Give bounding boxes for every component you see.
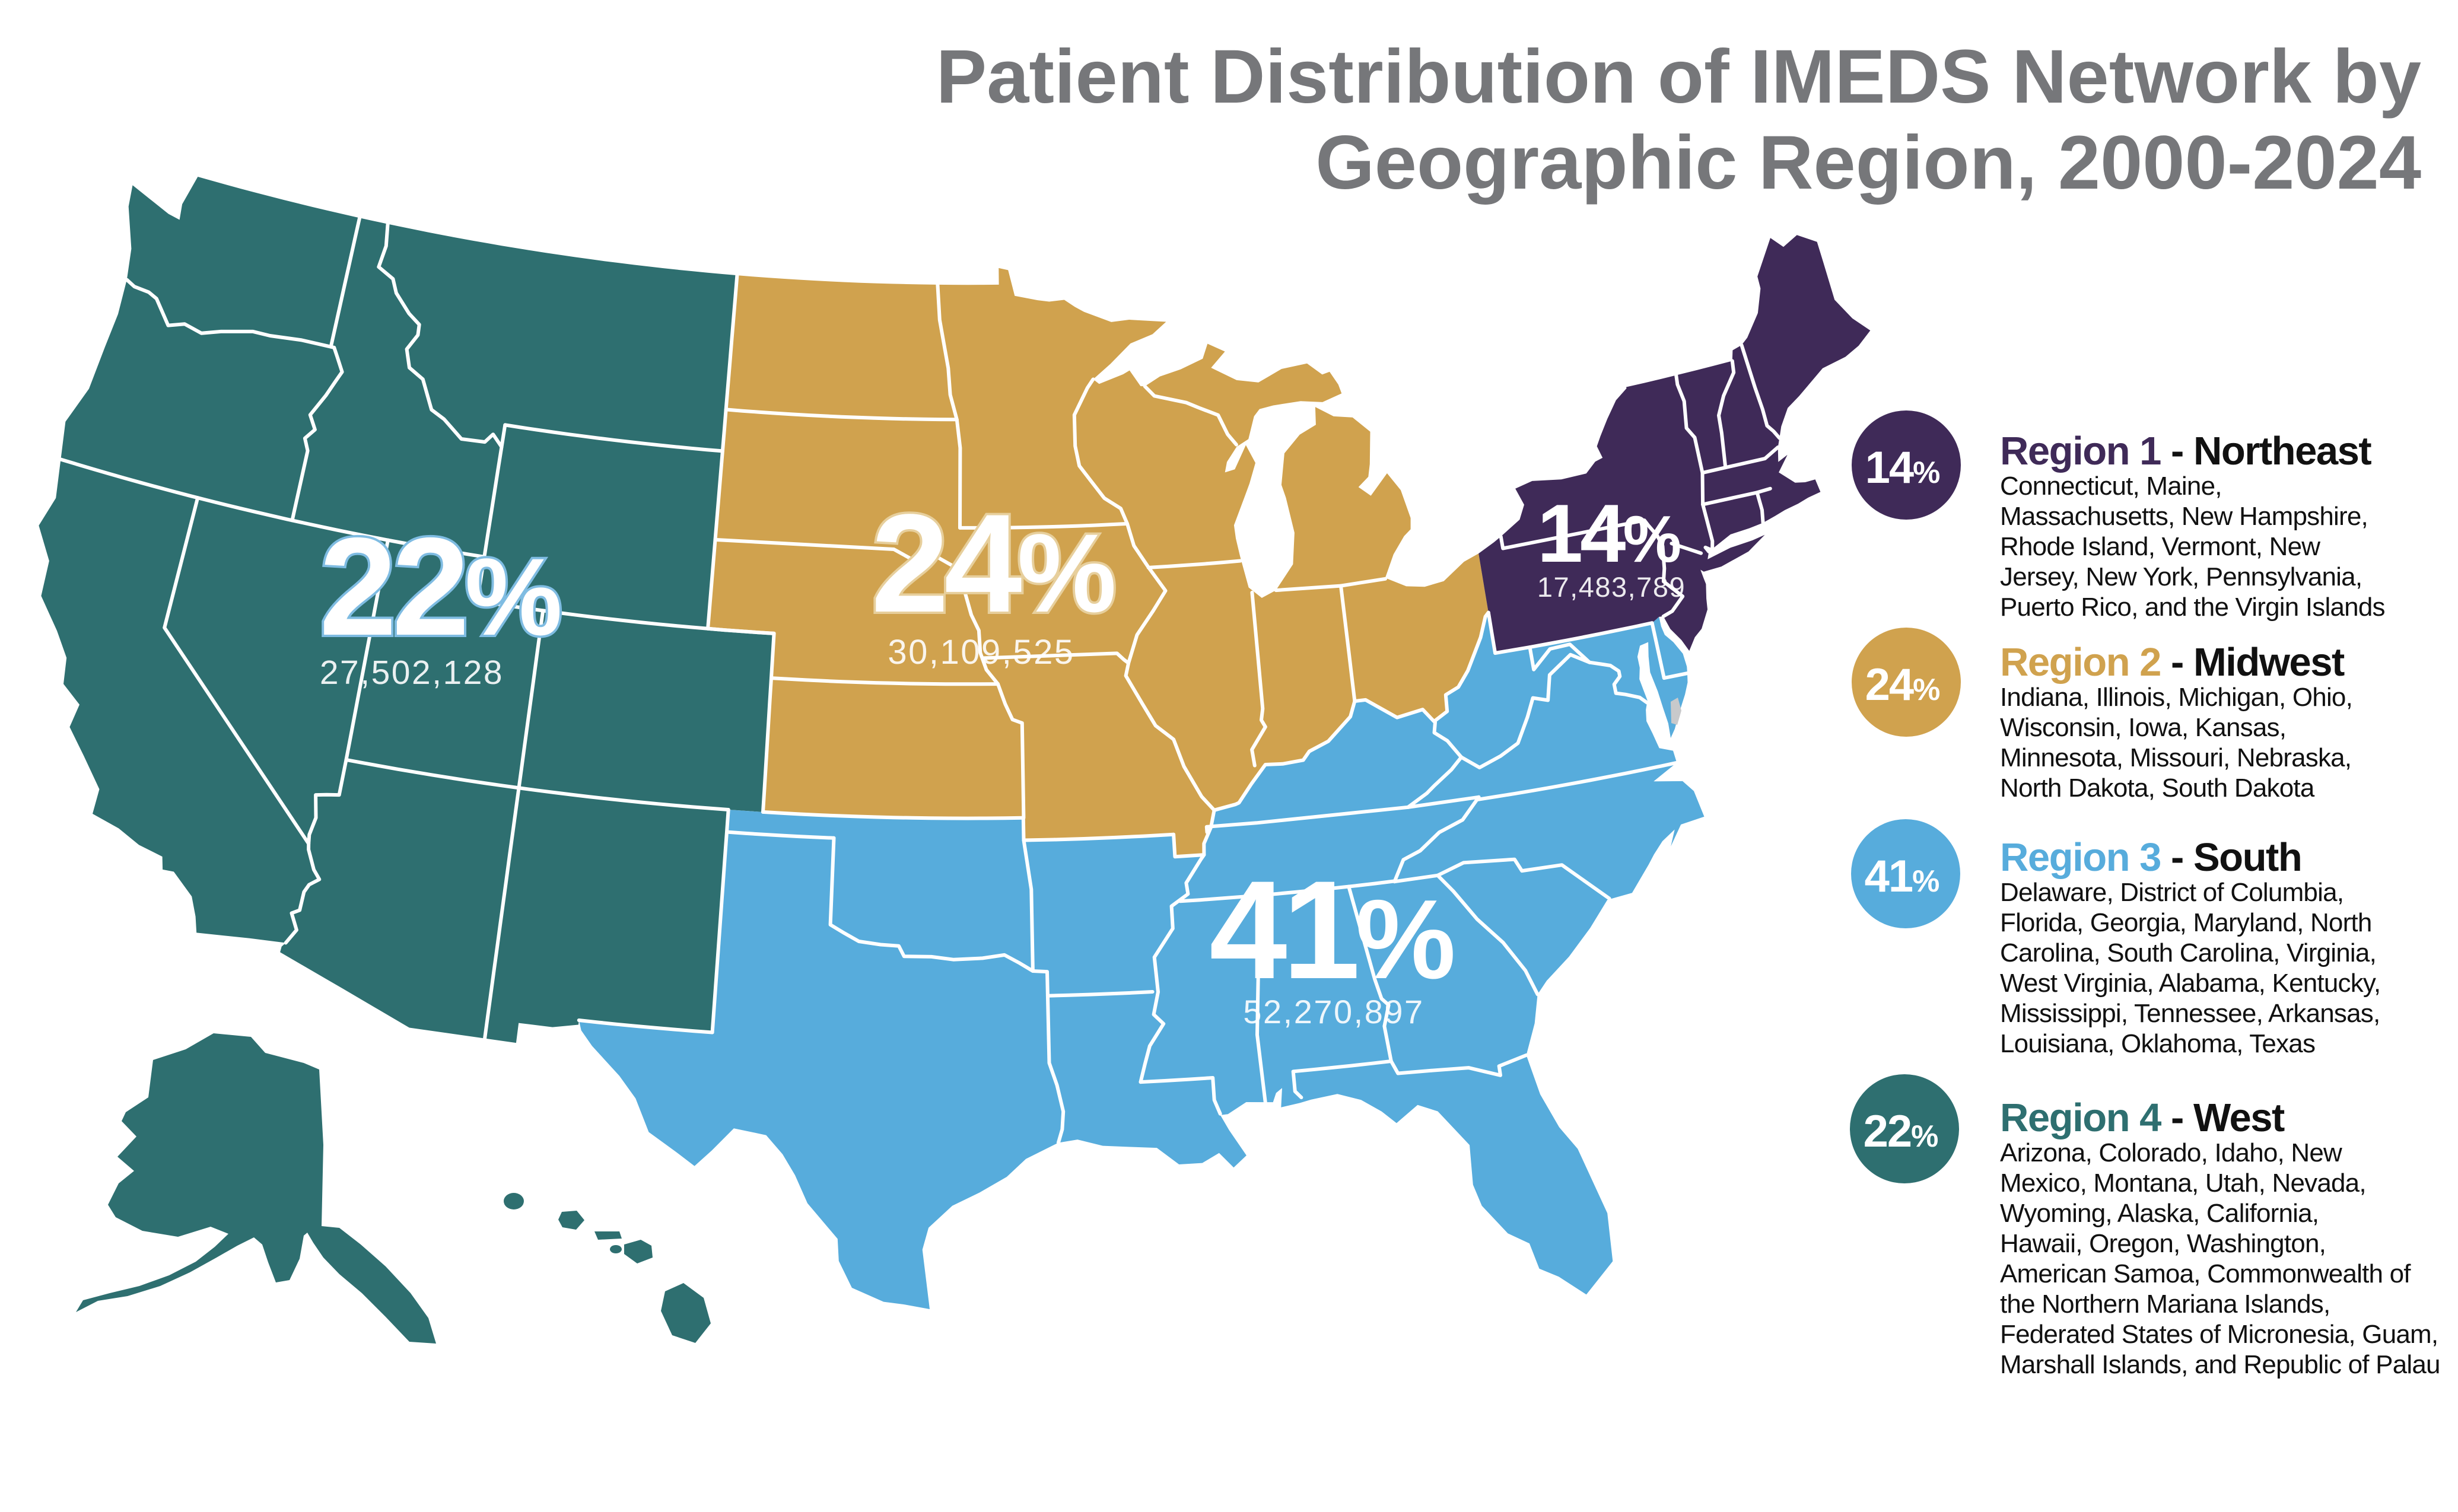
svg-text:24%: 24% [871, 485, 1114, 642]
svg-text:17,483,789: 17,483,789 [1537, 571, 1686, 603]
svg-text:14%: 14% [1537, 488, 1680, 580]
svg-text:41%: 41% [1209, 852, 1453, 1008]
svg-text:27,502,128: 27,502,128 [320, 654, 504, 692]
svg-text:30,109,525: 30,109,525 [888, 633, 1074, 671]
svg-text:52,270,897: 52,270,897 [1243, 993, 1424, 1030]
